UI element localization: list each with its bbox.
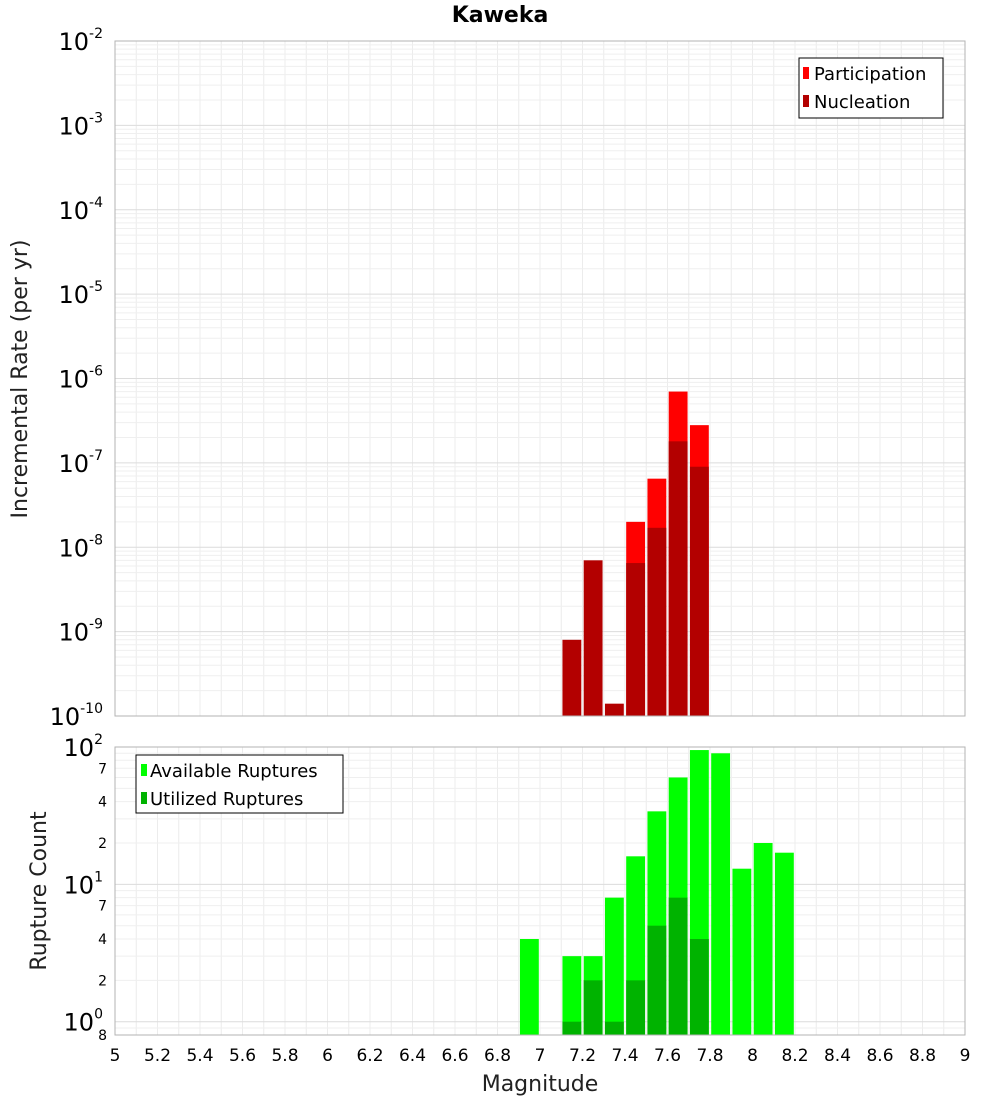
rate-y-tick-label: 10-10 <box>50 701 103 731</box>
count-bar-utilized-ruptures <box>689 939 709 1035</box>
count-bar-available-ruptures <box>604 897 624 1035</box>
x-tick-label: 7.8 <box>696 1046 723 1066</box>
rate-y-tick-label: 10-8 <box>58 532 103 562</box>
x-axis-label: Magnitude <box>482 1072 599 1097</box>
rate-y-tick-label: 10-9 <box>58 617 103 647</box>
rate-plot-frame <box>114 40 966 717</box>
chart-title: Kaweka <box>452 3 549 28</box>
x-tick-label: 8.4 <box>824 1046 851 1066</box>
count-y-tick-labels: 102 101 100 7 4 2 7 4 2 8 <box>64 732 108 1044</box>
rate-y-tick-label: 10-7 <box>58 448 103 478</box>
x-tick-label: 7 <box>535 1046 546 1066</box>
count-y-minor-label: 7 <box>98 761 107 777</box>
rate-bar-nucleation <box>668 441 688 716</box>
legend-label-participation: Participation <box>814 64 926 85</box>
rate-y-tick-label: 10-3 <box>58 110 103 140</box>
count-bar-available-ruptures <box>519 939 539 1035</box>
x-tick-label: 5.2 <box>144 1046 171 1066</box>
legend-label-utilized: Utilized Ruptures <box>150 789 303 810</box>
count-bar-available-ruptures <box>732 868 752 1035</box>
legend-swatch-participation <box>803 67 809 79</box>
count-legend-box <box>135 754 344 814</box>
rate-y-tick-label: 10-6 <box>58 364 103 394</box>
legend-label-nucleation: Nucleation <box>814 92 910 113</box>
count-y-minor-label: 8 <box>98 1028 107 1044</box>
x-tick-label: 5.6 <box>229 1046 256 1066</box>
x-tick-labels: 5 5.2 5.4 5.6 5.8 6 6.2 6.4 6.6 6.8 7 7.2 7.4 7.6 7.8 8… <box>110 1046 971 1066</box>
x-tick-label: 6 <box>322 1046 333 1066</box>
x-tick-label: 7.6 <box>654 1046 681 1066</box>
count-bar-available-ruptures <box>711 753 731 1035</box>
count-bar-utilized-ruptures <box>647 925 667 1035</box>
rate-y-tick-label: 10-2 <box>58 26 103 56</box>
count-bar-utilized-ruptures <box>562 1021 582 1035</box>
rate-y-axis-label: Incremental Rate (per yr) <box>8 240 33 519</box>
count-bar-available-ruptures <box>753 843 773 1035</box>
legend-swatch-nucleation <box>803 95 809 107</box>
legend-label-available: Available Ruptures <box>150 761 318 782</box>
count-y-minor-label: 4 <box>98 795 107 811</box>
rate-bar-nucleation <box>626 563 646 716</box>
rate-legend: Participation Nucleation <box>798 57 944 119</box>
x-tick-label: 9 <box>960 1046 971 1066</box>
count-bar-utilized-ruptures <box>604 1021 624 1035</box>
count-bars <box>519 750 794 1035</box>
x-tick-label: 7.4 <box>611 1046 638 1066</box>
rate-bar-nucleation <box>647 527 667 716</box>
x-tick-label: 5 <box>110 1046 121 1066</box>
x-tick-label: 8.8 <box>909 1046 936 1066</box>
x-tick-label: 8 <box>747 1046 758 1066</box>
rate-y-tick-label: 10-5 <box>58 279 103 309</box>
count-y-minor-label: 4 <box>98 932 107 948</box>
legend-swatch-available <box>141 764 147 776</box>
count-y-tick-label: 101 <box>64 869 103 899</box>
count-bar-utilized-ruptures <box>668 897 688 1035</box>
rate-legend-box <box>798 57 944 119</box>
x-tick-label: 6.6 <box>441 1046 468 1066</box>
count-y-tick-label: 100 <box>64 1007 103 1037</box>
count-bar-utilized-ruptures <box>626 980 646 1035</box>
rate-grid <box>114 40 966 717</box>
count-bar-utilized-ruptures <box>583 980 603 1035</box>
rate-bars <box>562 391 709 716</box>
count-bar-available-ruptures <box>774 852 794 1035</box>
rate-bar-nucleation <box>562 639 582 716</box>
count-y-tick-label: 102 <box>64 732 103 762</box>
x-tick-label: 6.8 <box>484 1046 511 1066</box>
count-y-axis-label: Rupture Count <box>27 811 52 971</box>
rate-y-tick-labels: 10-2 10-3 10-4 10-5 10-6 10-7 10-8 10-9 10-10 <box>50 26 104 731</box>
count-plot-frame <box>114 746 966 1036</box>
x-tick-label: 6.4 <box>399 1046 426 1066</box>
rate-y-tick-label: 10-4 <box>58 195 103 225</box>
count-legend: Available Ruptures Utilized Ruptures <box>135 754 344 814</box>
x-tick-label: 8.2 <box>781 1046 808 1066</box>
x-tick-label: 8.6 <box>866 1046 893 1066</box>
x-tick-label: 6.2 <box>356 1046 383 1066</box>
count-bar-available-ruptures <box>562 956 582 1035</box>
count-y-minor-label: 7 <box>98 899 107 915</box>
x-tick-label: 7.2 <box>569 1046 596 1066</box>
count-y-minor-label: 2 <box>98 836 107 852</box>
x-tick-label: 5.8 <box>271 1046 298 1066</box>
count-y-minor-label: 2 <box>98 973 107 989</box>
x-tick-label: 5.4 <box>186 1046 213 1066</box>
rate-bar-nucleation <box>604 703 624 716</box>
legend-swatch-utilized <box>141 792 147 804</box>
rate-bar-nucleation <box>583 560 603 716</box>
rate-bar-nucleation <box>689 466 709 716</box>
